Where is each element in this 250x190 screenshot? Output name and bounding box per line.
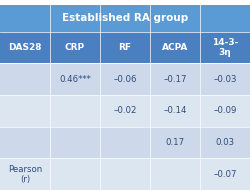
Text: 0.17: 0.17	[166, 138, 184, 147]
Bar	[0, 63, 50, 95]
Bar	[200, 158, 250, 190]
Text: –0.03: –0.03	[213, 75, 237, 84]
Text: 0.46***: 0.46***	[59, 75, 91, 84]
Text: Pearson
(r): Pearson (r)	[8, 165, 42, 184]
Bar	[200, 127, 250, 158]
Text: ACPA: ACPA	[162, 43, 188, 52]
Text: 14-3-
3η: 14-3- 3η	[212, 38, 238, 57]
Bar	[150, 32, 200, 63]
Bar	[50, 63, 100, 95]
Bar	[100, 32, 150, 63]
Bar	[50, 95, 100, 127]
Bar	[0, 95, 50, 127]
Bar	[200, 63, 250, 95]
Bar	[150, 158, 200, 190]
Bar	[50, 158, 100, 190]
Bar	[150, 127, 200, 158]
Bar	[100, 158, 150, 190]
Bar	[200, 95, 250, 127]
Bar	[0, 127, 50, 158]
Bar	[200, 32, 250, 63]
Bar	[100, 95, 150, 127]
Bar	[0, 5, 250, 32]
Text: RF: RF	[118, 43, 132, 52]
Bar	[150, 63, 200, 95]
Text: –0.17: –0.17	[163, 75, 187, 84]
Bar	[50, 32, 100, 63]
Text: –0.09: –0.09	[213, 106, 237, 115]
Text: –0.14: –0.14	[163, 106, 187, 115]
Bar	[100, 63, 150, 95]
Bar	[50, 127, 100, 158]
Text: 0.03: 0.03	[216, 138, 234, 147]
Bar	[100, 127, 150, 158]
Text: Established RA group: Established RA group	[62, 13, 188, 23]
Bar	[0, 32, 50, 63]
Text: –0.02: –0.02	[113, 106, 137, 115]
Text: –0.06: –0.06	[113, 75, 137, 84]
Bar	[150, 95, 200, 127]
Text: –0.07: –0.07	[213, 170, 237, 179]
Text: DAS28: DAS28	[8, 43, 42, 52]
Bar	[0, 158, 50, 190]
Text: CRP: CRP	[65, 43, 85, 52]
